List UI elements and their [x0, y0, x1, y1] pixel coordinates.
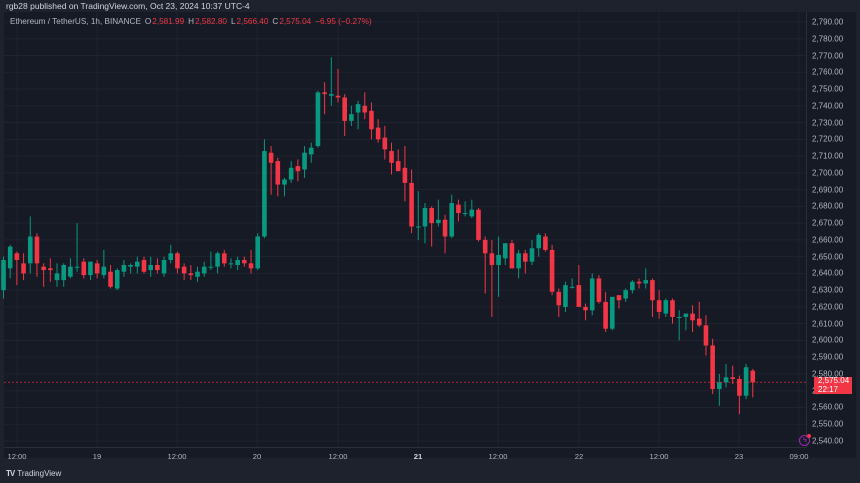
time-tick-label: 21: [413, 452, 423, 461]
price-tick-label: 2,640.00: [812, 268, 844, 278]
footer-bar: [0, 462, 860, 483]
time-tick-label: 22: [574, 452, 584, 461]
time-axis[interactable]: [4, 447, 806, 459]
publisher-line: rgb28 published on TradingView.com, Oct …: [6, 1, 250, 11]
low-value: 2,566.40: [236, 17, 269, 26]
price-tick-label: 2,620.00: [812, 302, 844, 312]
price-tick-label: 2,660.00: [812, 235, 844, 245]
price-tick-label: 2,580.00: [812, 369, 844, 379]
low-label: L: [230, 17, 236, 26]
price-tick-label: 2,770.00: [812, 51, 844, 61]
price-tick-label: 2,600.00: [812, 335, 844, 345]
time-tick-label: 12:00: [488, 452, 508, 461]
close-label: C: [272, 17, 279, 26]
price-tick-label: 2,780.00: [812, 34, 844, 44]
tradingview-brand[interactable]: TV TradingView: [6, 469, 61, 478]
price-tick-label: 2,790.00: [812, 17, 844, 27]
close-value: 2,575.04: [279, 17, 312, 26]
ohlc-legend: Ethereum / TetherUS, 1h, BINANCE O 2,581.…: [10, 17, 372, 26]
change-value: −6.95 (−0.27%): [315, 17, 372, 26]
price-tick-label: 2,540.00: [812, 436, 844, 446]
top-bar: [0, 0, 860, 10]
last-price-value: 2,575.04: [818, 376, 850, 385]
price-tick-label: 2,670.00: [812, 218, 844, 228]
price-tick-label: 2,610.00: [812, 319, 844, 329]
lightning-icon[interactable]: ϟ: [799, 434, 811, 446]
price-tick-label: 2,710.00: [812, 151, 844, 161]
price-tick-label: 2,560.00: [812, 402, 844, 412]
price-tick-label: 2,750.00: [812, 84, 844, 94]
time-tick-label: 20: [252, 452, 262, 461]
time-tick-label: 12:00: [328, 452, 348, 461]
time-tick-label: 12:00: [7, 452, 27, 461]
high-value: 2,582.80: [195, 17, 227, 26]
price-tick-label: 2,650.00: [812, 252, 844, 262]
open-value: 2,581.99: [152, 17, 185, 26]
last-price-tag: 2,575.04 22:17: [814, 376, 852, 394]
symbol-label[interactable]: Ethereum / TetherUS, 1h, BINANCE: [10, 17, 141, 26]
time-tick-label: 23: [734, 452, 744, 461]
price-tick-label: 2,680.00: [812, 201, 844, 211]
price-tick-label: 2,690.00: [812, 185, 844, 195]
price-tick-label: 2,590.00: [812, 352, 844, 362]
brand-name: TradingView: [17, 469, 62, 478]
candles: [1, 57, 756, 415]
time-tick-label: 09:00: [789, 452, 809, 461]
time-tick-label: 12:00: [649, 452, 669, 461]
tradingview-logo-icon: TV: [6, 469, 15, 478]
high-label: H: [188, 17, 195, 26]
time-tick-label: 19: [92, 452, 102, 461]
open-label: O: [144, 17, 152, 26]
price-tick-label: 2,730.00: [812, 118, 844, 128]
price-axis[interactable]: [806, 12, 857, 448]
time-tick-label: 12:00: [167, 452, 187, 461]
price-tick-label: 2,720.00: [812, 134, 844, 144]
price-tick-label: 2,760.00: [812, 67, 844, 77]
bar-countdown: 22:17: [818, 384, 839, 394]
price-tick-label: 2,740.00: [812, 101, 844, 111]
price-tick-label: 2,700.00: [812, 168, 844, 178]
price-tick-label: 2,630.00: [812, 285, 844, 295]
price-tick-label: 2,550.00: [812, 419, 844, 429]
notification-dot: [807, 434, 811, 438]
